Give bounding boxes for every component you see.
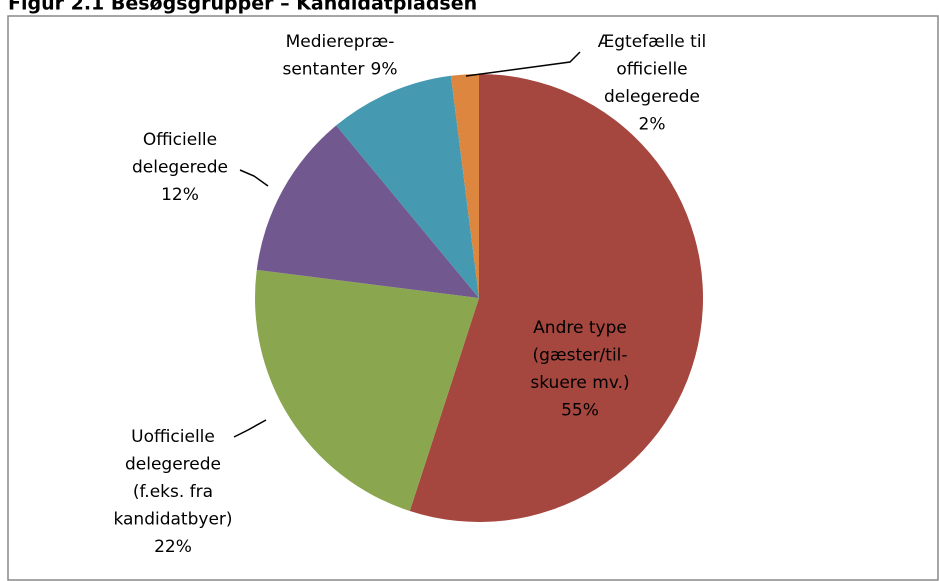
slice-label-line: delegerede (125, 455, 221, 475)
slice-label: Ægtefælle til officielle delegerede 2% (598, 32, 707, 135)
slice-label-line: officielle (616, 60, 687, 80)
slice-label-line: kandidatbyer) (113, 510, 232, 530)
slice-label-line: Medierepræ- (286, 32, 395, 52)
pie-slice (254, 269, 479, 512)
value-label: 9% (371, 60, 398, 80)
slice-label-line: delegerede (604, 87, 700, 107)
pie-slice (409, 74, 703, 522)
slice-label-line: sentanter (282, 60, 364, 80)
leader-line (239, 169, 269, 187)
pie-slice (256, 125, 479, 299)
value-label: 55% (561, 401, 599, 421)
value-label: 2% (639, 115, 666, 135)
pie-slice (336, 75, 479, 299)
slice-label-line: Andre type (533, 318, 627, 338)
slice-label-line: (gæster/til- (532, 346, 627, 366)
slice-label-line: (f.eks. fra (133, 482, 213, 502)
slice-label-line: skuere mv.) (530, 373, 629, 393)
slice-label-line: Uofficielle (131, 427, 215, 447)
value-label: 22% (154, 537, 192, 557)
leader-line (465, 51, 581, 77)
pie-slice (450, 74, 479, 298)
chart-title: Figur 2.1 Besøgsgrupper – Kandidatpladse… (8, 0, 477, 15)
slice-label: Uofficielle delegerede (f.eks. fra kandidat… (113, 427, 232, 557)
slice-label: Medierepræ-sentanter 9% (282, 32, 397, 80)
slice-label-line: Officielle (143, 130, 217, 150)
slice-label-line: Ægtefælle til (598, 32, 707, 52)
value-label: 12% (161, 185, 199, 205)
leader-line (233, 419, 267, 438)
slice-label: Andre type (gæster/til-skuere mv.) 55% (530, 318, 629, 421)
slice-label: Officielle delegerede 12% (132, 130, 228, 205)
slice-label-line: delegerede (132, 158, 228, 178)
